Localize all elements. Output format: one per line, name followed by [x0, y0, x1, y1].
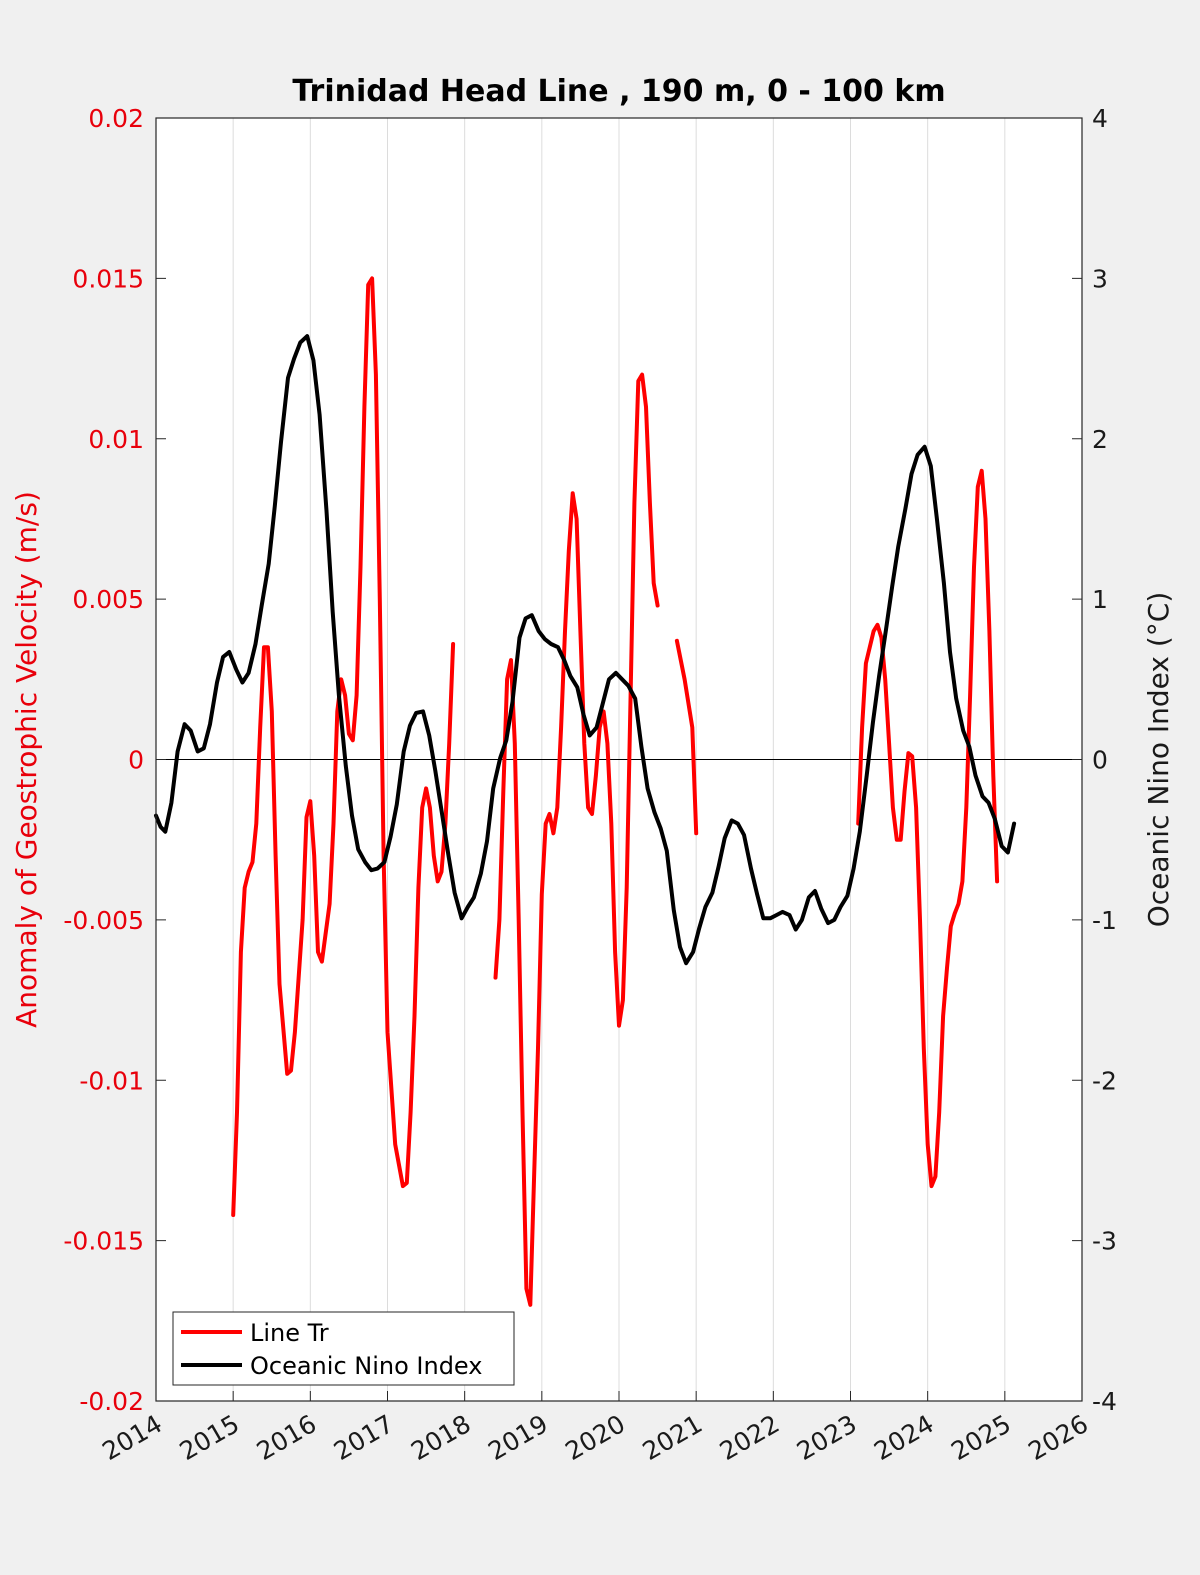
legend-label-line-tr: Line Tr — [250, 1319, 329, 1347]
x-tick-label: 2022 — [715, 1409, 785, 1466]
y-left-tick-label: -0.02 — [79, 1387, 144, 1416]
y-axis-right-label: Oceanic Nino Index (°C) — [1142, 592, 1175, 928]
line-tr-segment-2 — [674, 638, 699, 836]
line-tr-segment-0 — [231, 276, 456, 1217]
y-left-tick-label: 0 — [128, 746, 144, 775]
x-tick-label: 2016 — [252, 1409, 322, 1466]
line-tr-segment-3 — [856, 468, 1000, 1189]
x-tick-label: 2019 — [483, 1409, 553, 1466]
oni-line — [154, 334, 1017, 966]
x-tick-label: 2023 — [792, 1409, 862, 1466]
x-axis-tick-labels: 2014 2015 2016 2017 2018 2019 2020 2021 2022 2023… — [97, 1409, 1093, 1466]
y-right-tick-label: -2 — [1092, 1066, 1117, 1095]
tick-marks — [155, 117, 1083, 1402]
y-axis-left-tick-labels: 0.02 0.015 0.01 0.005 0 -0.005 -0.01 -0.015 -0.0… — [63, 104, 144, 1416]
x-tick-label: 2025 — [946, 1409, 1016, 1466]
x-tick-label: 2024 — [869, 1409, 939, 1466]
x-tick-label: 2015 — [175, 1409, 245, 1466]
y-right-tick-label: 0 — [1092, 746, 1108, 775]
y-right-tick-label: -1 — [1092, 906, 1117, 935]
y-left-tick-label: 0.01 — [88, 425, 144, 454]
y-right-tick-label: 1 — [1092, 585, 1108, 614]
x-tick-label: 2026 — [1023, 1409, 1093, 1466]
y-right-tick-label: 4 — [1092, 104, 1108, 133]
y-left-tick-label: -0.015 — [63, 1227, 144, 1256]
x-tick-label: 2014 — [97, 1409, 167, 1466]
chart-title: Trinidad Head Line , 190 m, 0 - 100 km — [292, 74, 945, 109]
series-oceanic-nino-index — [154, 334, 1017, 966]
x-tick-label: 2020 — [560, 1409, 630, 1466]
y-left-tick-label: -0.01 — [79, 1066, 144, 1095]
y-left-tick-label: 0.015 — [72, 264, 144, 293]
y-axis-right-tick-labels: 4 3 2 1 0 -1 -2 -3 -4 — [1092, 104, 1117, 1416]
series-line-tr — [231, 276, 1000, 1307]
line-tr-segment-1 — [493, 372, 660, 1307]
y-axis-left-label: Anomaly of Geostrophic Velocity (m/s) — [10, 491, 43, 1028]
y-left-tick-label: 0.02 — [88, 104, 144, 133]
y-left-tick-label: -0.005 — [63, 906, 144, 935]
x-tick-label: 2021 — [638, 1409, 708, 1466]
y-right-tick-label: -3 — [1092, 1227, 1117, 1256]
x-tick-label: 2018 — [406, 1409, 476, 1466]
y-right-tick-label: 2 — [1092, 425, 1108, 454]
legend-box — [172, 1311, 515, 1386]
legend-label-oni: Oceanic Nino Index — [250, 1352, 482, 1380]
legend: Line Tr Oceanic Nino Index — [172, 1311, 515, 1386]
y-left-tick-label: 0.005 — [72, 585, 144, 614]
y-right-tick-label: 3 — [1092, 264, 1108, 293]
y-right-tick-label: -4 — [1092, 1387, 1117, 1416]
x-tick-label: 2017 — [329, 1409, 399, 1466]
